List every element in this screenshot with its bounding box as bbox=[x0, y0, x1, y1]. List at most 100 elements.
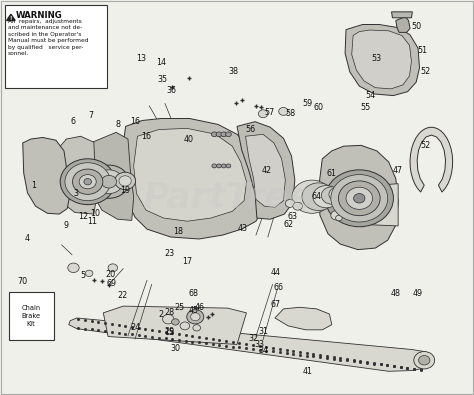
Polygon shape bbox=[396, 17, 410, 32]
Text: 17: 17 bbox=[182, 257, 192, 266]
Circle shape bbox=[354, 194, 365, 203]
Text: 19: 19 bbox=[120, 186, 131, 195]
Text: 32: 32 bbox=[248, 335, 259, 343]
Circle shape bbox=[338, 181, 380, 216]
Text: 14: 14 bbox=[156, 58, 166, 67]
Text: 42: 42 bbox=[261, 166, 272, 175]
Polygon shape bbox=[69, 318, 431, 371]
Text: 20: 20 bbox=[105, 270, 115, 278]
Text: 52: 52 bbox=[420, 68, 431, 76]
Circle shape bbox=[60, 159, 115, 205]
Circle shape bbox=[414, 352, 435, 369]
Text: 56: 56 bbox=[245, 125, 255, 134]
Polygon shape bbox=[134, 128, 246, 221]
Circle shape bbox=[279, 107, 288, 115]
Circle shape bbox=[419, 356, 430, 365]
Polygon shape bbox=[90, 132, 134, 220]
Text: 5: 5 bbox=[81, 271, 85, 280]
Text: 1: 1 bbox=[31, 181, 36, 190]
Polygon shape bbox=[352, 30, 411, 89]
Circle shape bbox=[293, 202, 302, 210]
Text: PartTree: PartTree bbox=[142, 181, 313, 214]
Circle shape bbox=[187, 310, 204, 324]
Circle shape bbox=[336, 215, 342, 221]
Text: All  repairs,  adjustments
and maintenance not de-
scribed in the Operator's
Man: All repairs, adjustments and maintenance… bbox=[8, 19, 88, 56]
Text: 45: 45 bbox=[188, 306, 199, 315]
Circle shape bbox=[331, 175, 388, 222]
Circle shape bbox=[221, 132, 227, 137]
Circle shape bbox=[212, 164, 217, 168]
Text: 69: 69 bbox=[106, 279, 117, 288]
Text: 18: 18 bbox=[173, 227, 183, 236]
Text: 23: 23 bbox=[164, 249, 175, 258]
Text: 41: 41 bbox=[303, 367, 313, 376]
Circle shape bbox=[191, 313, 200, 321]
Text: 11: 11 bbox=[87, 218, 98, 226]
Text: 35: 35 bbox=[157, 75, 167, 84]
Text: !: ! bbox=[9, 17, 12, 21]
Circle shape bbox=[302, 183, 335, 211]
Polygon shape bbox=[23, 137, 70, 214]
Circle shape bbox=[172, 319, 179, 325]
Circle shape bbox=[79, 175, 96, 189]
Text: 43: 43 bbox=[237, 224, 248, 233]
Text: 48: 48 bbox=[391, 289, 401, 297]
Circle shape bbox=[292, 180, 332, 213]
Text: 58: 58 bbox=[285, 109, 295, 118]
Circle shape bbox=[115, 172, 136, 190]
Circle shape bbox=[211, 132, 217, 137]
Text: 57: 57 bbox=[264, 109, 274, 117]
Text: 40: 40 bbox=[183, 135, 194, 143]
Text: 60: 60 bbox=[313, 103, 324, 112]
Circle shape bbox=[216, 132, 222, 137]
Circle shape bbox=[95, 170, 123, 194]
Text: 68: 68 bbox=[188, 289, 199, 297]
Polygon shape bbox=[275, 307, 332, 330]
Circle shape bbox=[321, 187, 342, 204]
Text: 2: 2 bbox=[159, 310, 164, 318]
Circle shape bbox=[85, 270, 93, 276]
Text: 31: 31 bbox=[258, 327, 268, 336]
Circle shape bbox=[73, 169, 103, 194]
Text: 61: 61 bbox=[327, 169, 337, 177]
FancyBboxPatch shape bbox=[5, 5, 107, 88]
Text: 51: 51 bbox=[418, 46, 428, 55]
Text: 10: 10 bbox=[90, 209, 100, 218]
Text: 28: 28 bbox=[164, 308, 175, 317]
Circle shape bbox=[193, 325, 201, 331]
Circle shape bbox=[65, 163, 110, 201]
Text: 38: 38 bbox=[228, 68, 238, 76]
Circle shape bbox=[68, 263, 79, 273]
Polygon shape bbox=[345, 24, 419, 96]
Circle shape bbox=[217, 164, 221, 168]
Text: 34: 34 bbox=[258, 346, 268, 355]
Text: 12: 12 bbox=[78, 212, 88, 221]
Circle shape bbox=[119, 176, 131, 186]
Polygon shape bbox=[319, 145, 398, 250]
Polygon shape bbox=[121, 118, 263, 239]
Text: 3: 3 bbox=[73, 189, 78, 198]
Circle shape bbox=[329, 187, 346, 201]
Text: 25: 25 bbox=[174, 303, 184, 312]
Circle shape bbox=[346, 187, 373, 209]
Text: 70: 70 bbox=[18, 277, 28, 286]
Circle shape bbox=[258, 110, 268, 118]
Text: 16: 16 bbox=[130, 117, 140, 126]
Circle shape bbox=[313, 186, 339, 208]
Polygon shape bbox=[237, 122, 295, 219]
Polygon shape bbox=[103, 306, 246, 344]
Text: 16: 16 bbox=[141, 132, 151, 141]
Circle shape bbox=[331, 211, 342, 220]
Text: 36: 36 bbox=[166, 86, 177, 94]
Circle shape bbox=[325, 170, 393, 227]
Text: 6: 6 bbox=[71, 117, 76, 126]
FancyBboxPatch shape bbox=[9, 292, 54, 340]
Polygon shape bbox=[56, 136, 97, 214]
Polygon shape bbox=[410, 127, 453, 192]
Text: 66: 66 bbox=[273, 283, 284, 292]
Circle shape bbox=[226, 132, 231, 137]
Text: WARNING: WARNING bbox=[16, 11, 63, 20]
Circle shape bbox=[89, 165, 129, 198]
Circle shape bbox=[101, 175, 117, 188]
Text: 49: 49 bbox=[413, 289, 423, 297]
